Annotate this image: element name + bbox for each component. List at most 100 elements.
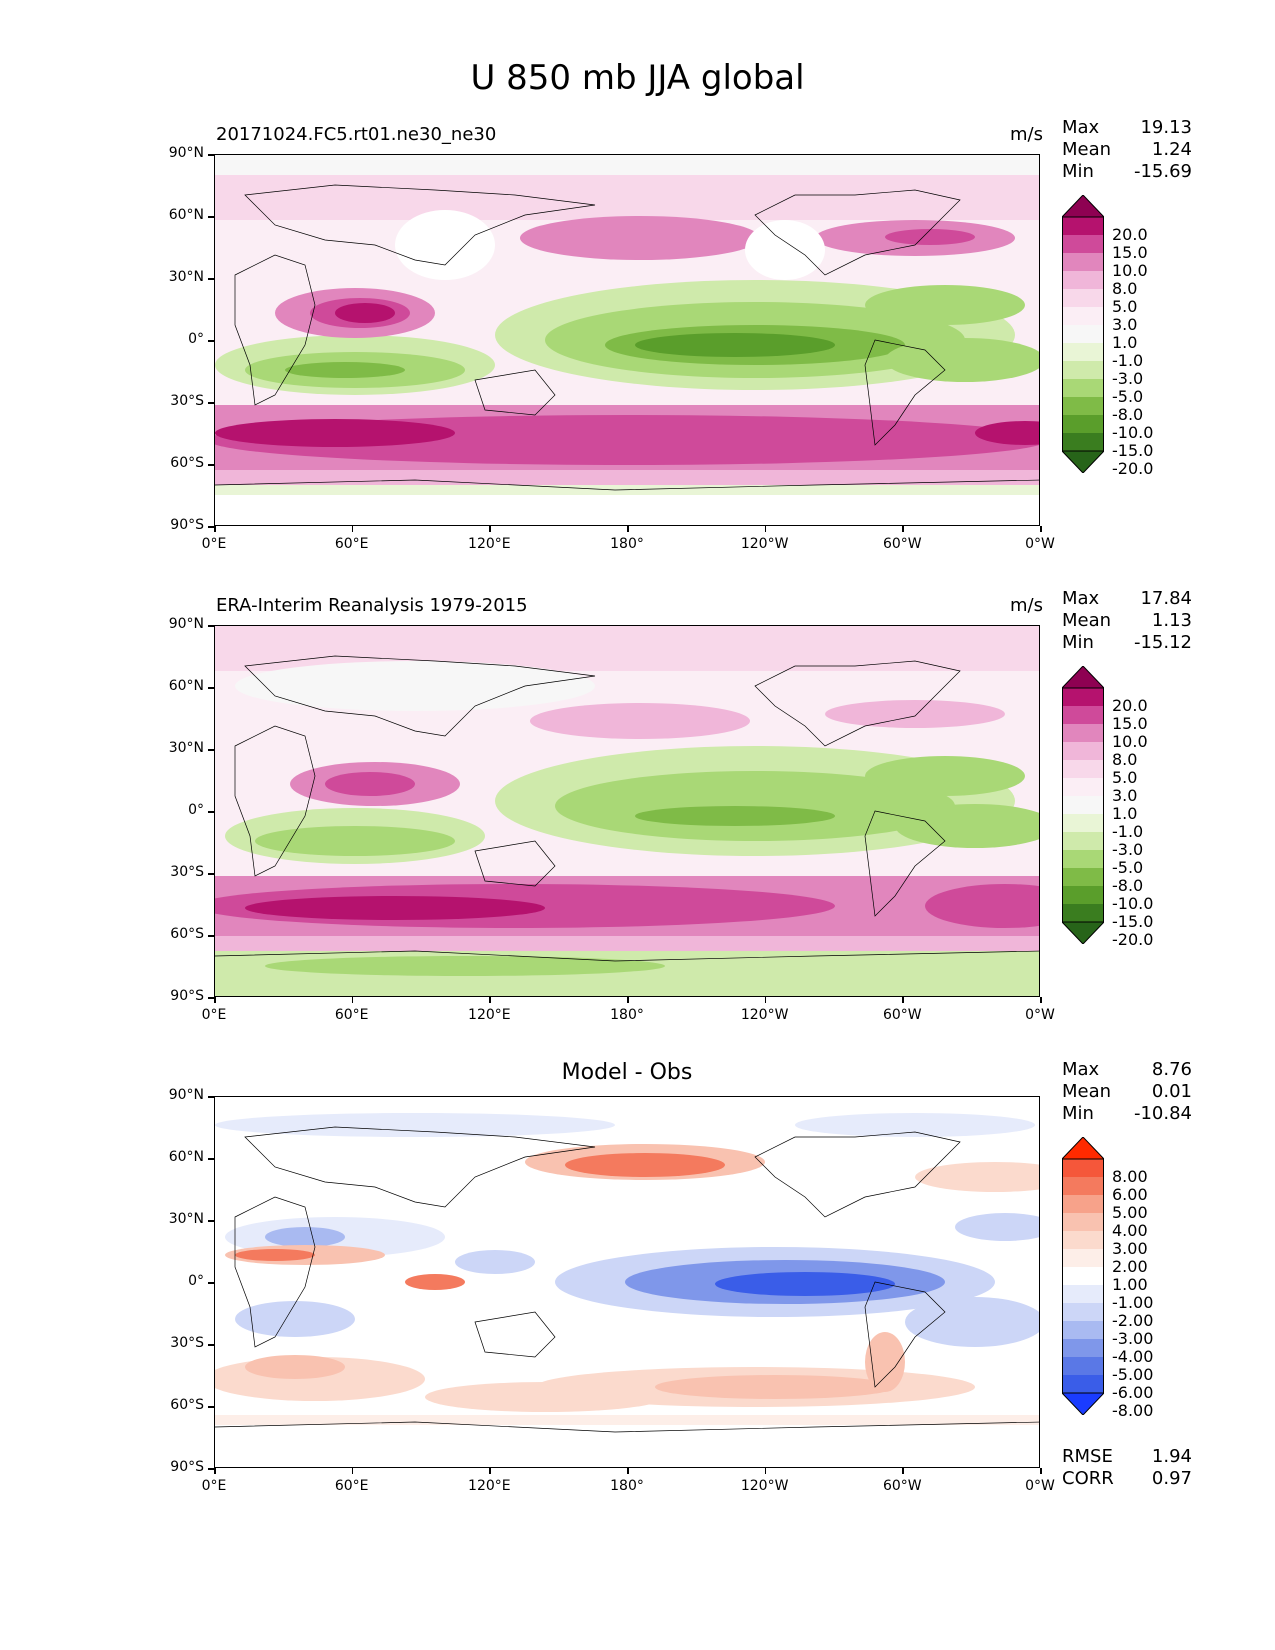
lon-tick-mark bbox=[627, 1468, 629, 1474]
panel1-title: 20171024.FC5.rt01.ne30_ne30 bbox=[216, 124, 497, 145]
lat-tick-mark bbox=[208, 1406, 214, 1408]
colorbar-band bbox=[1062, 1357, 1104, 1375]
lat-tick-label: 60°N bbox=[168, 207, 204, 223]
lon-tick-label: 120°W bbox=[740, 536, 789, 552]
lon-tick-mark bbox=[627, 997, 629, 1003]
colorbar-level-label: 10.0 bbox=[1112, 261, 1148, 280]
lon-tick-label: 0°E bbox=[201, 536, 227, 552]
panel2-map bbox=[214, 625, 1040, 997]
lat-tick-label: 60°S bbox=[170, 1397, 204, 1413]
colorbar-level-label: 20.0 bbox=[1112, 225, 1148, 244]
stat-label-max: Max bbox=[1062, 1059, 1100, 1080]
lon-tick-mark bbox=[902, 526, 904, 532]
stat-value-rmse: 1.94 bbox=[1151, 1446, 1192, 1467]
lat-tick-mark bbox=[208, 1158, 214, 1160]
lon-tick-mark bbox=[489, 997, 491, 1003]
stat-value-mean: 1.24 bbox=[1151, 139, 1192, 160]
colorbar-band bbox=[1062, 1375, 1104, 1393]
panel3-map bbox=[214, 1096, 1040, 1468]
colorbar-band bbox=[1062, 724, 1104, 742]
lon-tick-label: 120°E bbox=[468, 1007, 511, 1023]
lat-tick-label: 60°S bbox=[170, 926, 204, 942]
colorbar-band bbox=[1062, 886, 1104, 904]
lon-tick-label: 60°E bbox=[334, 1478, 369, 1494]
lat-tick-label: 30°S bbox=[170, 1335, 204, 1351]
colorbar-band bbox=[1062, 1285, 1104, 1303]
colorbar-band bbox=[1062, 235, 1104, 253]
panel1-stats: Max 19.13 Mean 1.24 Min -15.69 bbox=[1062, 117, 1192, 183]
lat-tick-mark bbox=[208, 749, 214, 751]
lon-tick-mark bbox=[902, 1468, 904, 1474]
colorbar-band bbox=[1062, 361, 1104, 379]
colorbar-extend-bottom bbox=[1060, 921, 1106, 945]
colorbar-band bbox=[1062, 868, 1104, 886]
lon-tick-label: 120°E bbox=[468, 536, 511, 552]
stat-value-mean: 1.13 bbox=[1151, 610, 1192, 631]
lat-tick-label: 60°N bbox=[168, 1149, 204, 1165]
colorbar-band bbox=[1062, 850, 1104, 868]
lat-tick-label: 30°N bbox=[168, 740, 204, 756]
lon-tick-label: 60°W bbox=[882, 1478, 922, 1494]
colorbar-band bbox=[1062, 271, 1104, 289]
lon-tick-mark bbox=[351, 997, 354, 1003]
colorbar-level-label: -1.00 bbox=[1112, 1293, 1154, 1312]
colorbar-level-label: -3.0 bbox=[1112, 840, 1144, 859]
lat-tick-label: 60°S bbox=[170, 455, 204, 471]
colorbar-level-label: -1.0 bbox=[1112, 822, 1144, 841]
colorbar-level-label: 8.0 bbox=[1112, 750, 1138, 769]
colorbar-level-label: 3.0 bbox=[1112, 786, 1138, 805]
lat-tick-mark bbox=[208, 278, 214, 280]
stat-label-min: Min bbox=[1062, 632, 1094, 653]
colorbar-level-label: 6.00 bbox=[1112, 1185, 1148, 1204]
colorbar-graphic bbox=[1060, 194, 1106, 474]
colorbar-band bbox=[1062, 778, 1104, 796]
panel3-title: Model - Obs bbox=[561, 1060, 693, 1085]
panel1-colorbar bbox=[1060, 194, 1106, 477]
colorbar-level-label: -3.0 bbox=[1112, 369, 1144, 388]
lat-tick-label: 60°N bbox=[168, 678, 204, 694]
panel3-error-stats: RMSE 1.94 CORR 0.97 bbox=[1062, 1446, 1192, 1490]
colorbar-level-label: 5.0 bbox=[1112, 297, 1138, 316]
lon-tick-label: 60°E bbox=[334, 1007, 369, 1023]
lon-tick-label: 120°W bbox=[740, 1007, 789, 1023]
colorbar-band bbox=[1062, 433, 1104, 451]
colorbar-level-label: 8.0 bbox=[1112, 279, 1138, 298]
lon-tick-mark bbox=[902, 997, 904, 1003]
lon-tick-mark bbox=[627, 526, 629, 532]
colorbar-band bbox=[1062, 1213, 1104, 1231]
lon-tick-label: 180° bbox=[610, 1478, 644, 1494]
lon-tick-mark bbox=[1040, 526, 1042, 532]
colorbar-level-label: -20.0 bbox=[1112, 459, 1154, 478]
lat-tick-label: 30°S bbox=[170, 393, 204, 409]
stat-label-mean: Mean bbox=[1062, 139, 1112, 160]
colorbar-extend-bottom bbox=[1060, 1392, 1106, 1416]
lat-tick-label: 0° bbox=[188, 331, 204, 347]
colorbar-level-label: 2.00 bbox=[1112, 1257, 1148, 1276]
colorbar-band bbox=[1062, 814, 1104, 832]
lon-tick-mark bbox=[1040, 1468, 1042, 1474]
colorbar-level-label: 3.00 bbox=[1112, 1239, 1148, 1258]
colorbar-level-label: 15.0 bbox=[1112, 714, 1148, 733]
lon-tick-mark bbox=[214, 526, 216, 532]
panel3-field bbox=[215, 1097, 1039, 1467]
colorbar-band bbox=[1062, 379, 1104, 397]
lon-tick-label: 0°E bbox=[201, 1007, 227, 1023]
panel2-stats: Max 17.84 Mean 1.13 Min -15.12 bbox=[1062, 588, 1192, 654]
colorbar-level-label: 5.0 bbox=[1112, 768, 1138, 787]
lat-tick-label: 30°N bbox=[168, 1211, 204, 1227]
colorbar-level-label: -5.0 bbox=[1112, 387, 1144, 406]
colorbar-level-label: 1.0 bbox=[1112, 333, 1138, 352]
panel1-map bbox=[214, 154, 1040, 526]
colorbar-level-label: -10.0 bbox=[1112, 423, 1154, 442]
lat-tick-mark bbox=[208, 811, 214, 813]
stat-label-max: Max bbox=[1062, 117, 1100, 138]
colorbar-band bbox=[1062, 1321, 1104, 1339]
colorbar-band bbox=[1062, 706, 1104, 724]
colorbar-level-label: -1.0 bbox=[1112, 351, 1144, 370]
colorbar-band bbox=[1062, 796, 1104, 814]
colorbar-level-label: -15.0 bbox=[1112, 912, 1154, 931]
stat-label-mean: Mean bbox=[1062, 610, 1112, 631]
lon-tick-label: 60°W bbox=[882, 536, 922, 552]
colorbar-band bbox=[1062, 742, 1104, 760]
colorbar-level-label: -5.0 bbox=[1112, 858, 1144, 877]
